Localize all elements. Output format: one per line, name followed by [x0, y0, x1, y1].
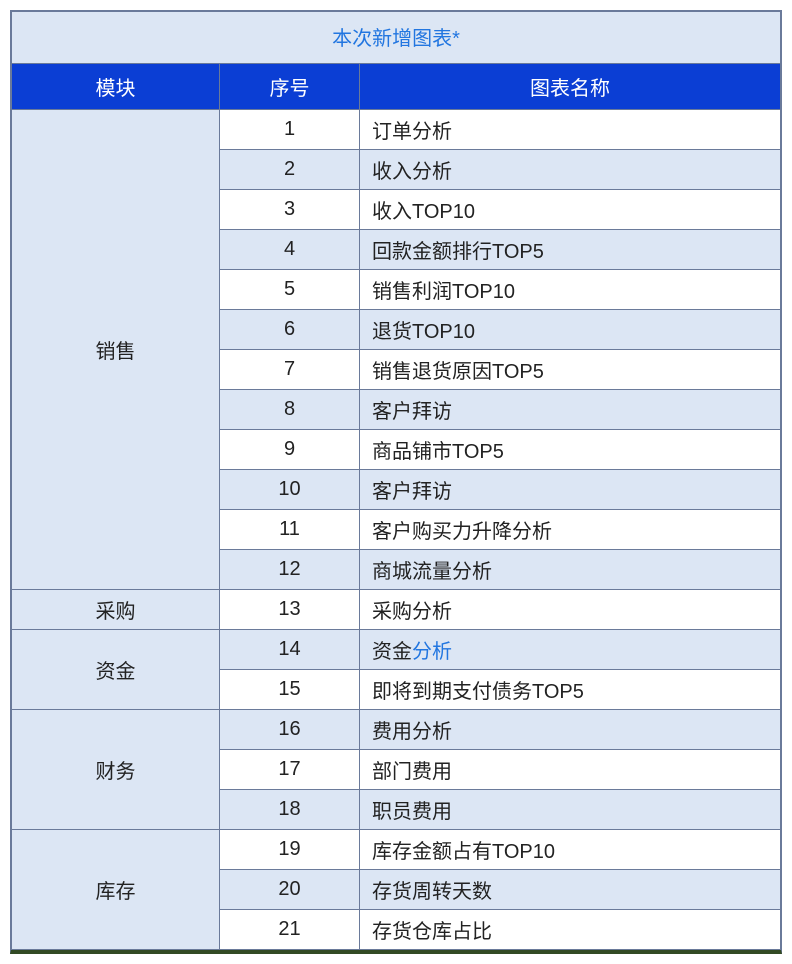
module-cell: 采购 — [12, 590, 220, 630]
seq-cell: 2 — [220, 150, 360, 190]
name-part: 资金 — [372, 641, 412, 663]
module-cell: 销售 — [12, 110, 220, 590]
seq-cell: 9 — [220, 430, 360, 470]
seq-cell: 21 — [220, 910, 360, 950]
name-cell: 客户拜访 — [360, 390, 781, 430]
name-cell: 订单分析 — [360, 110, 781, 150]
module-cell: 财务 — [12, 710, 220, 830]
table-row: 销售1订单分析 — [12, 110, 781, 150]
table: 本次新增图表* 模块 序号 图表名称 销售1订单分析2收入分析3收入TOP104… — [11, 11, 781, 950]
name-cell: 退货TOP10 — [360, 310, 781, 350]
chart-list-table: 本次新增图表* 模块 序号 图表名称 销售1订单分析2收入分析3收入TOP104… — [10, 10, 782, 954]
name-cell: 存货仓库占比 — [360, 910, 781, 950]
seq-cell: 14 — [220, 630, 360, 670]
table-title: 本次新增图表* — [12, 12, 781, 64]
seq-cell: 13 — [220, 590, 360, 630]
seq-cell: 19 — [220, 830, 360, 870]
name-cell: 存货周转天数 — [360, 870, 781, 910]
name-cell: 销售退货原因TOP5 — [360, 350, 781, 390]
name-cell: 客户购买力升降分析 — [360, 510, 781, 550]
name-cell: 采购分析 — [360, 590, 781, 630]
name-cell: 销售利润TOP10 — [360, 270, 781, 310]
name-cell: 部门费用 — [360, 750, 781, 790]
name-cell: 客户拜访 — [360, 470, 781, 510]
seq-cell: 20 — [220, 870, 360, 910]
table-title-row: 本次新增图表* — [12, 12, 781, 64]
name-part: 分析 — [412, 641, 452, 663]
table-row: 资金 14资金分析 — [12, 630, 781, 670]
module-cell: 资金 — [12, 630, 220, 710]
col-header-seq: 序号 — [220, 64, 360, 110]
seq-cell: 5 — [220, 270, 360, 310]
module-cell: 库存 — [12, 830, 220, 950]
seq-cell: 12 — [220, 550, 360, 590]
seq-cell: 11 — [220, 510, 360, 550]
name-cell: 库存金额占有TOP10 — [360, 830, 781, 870]
seq-cell: 15 — [220, 670, 360, 710]
table-header-row: 模块 序号 图表名称 — [12, 64, 781, 110]
name-cell: 商城流量分析 — [360, 550, 781, 590]
name-cell: 收入分析 — [360, 150, 781, 190]
table-row: 采购13采购分析 — [12, 590, 781, 630]
seq-cell: 10 — [220, 470, 360, 510]
name-cell: 资金分析 — [360, 630, 781, 670]
name-cell: 即将到期支付债务TOP5 — [360, 670, 781, 710]
seq-cell: 16 — [220, 710, 360, 750]
table-body: 销售1订单分析2收入分析3收入TOP104回款金额排行TOP55销售利润TOP1… — [12, 110, 781, 950]
seq-cell: 3 — [220, 190, 360, 230]
table-row: 库存19库存金额占有TOP10 — [12, 830, 781, 870]
seq-cell: 8 — [220, 390, 360, 430]
name-cell: 商品铺市TOP5 — [360, 430, 781, 470]
seq-cell: 7 — [220, 350, 360, 390]
name-cell: 费用分析 — [360, 710, 781, 750]
name-cell: 收入TOP10 — [360, 190, 781, 230]
seq-cell: 6 — [220, 310, 360, 350]
col-header-name: 图表名称 — [360, 64, 781, 110]
table-row: 财务16费用分析 — [12, 710, 781, 750]
name-cell: 回款金额排行TOP5 — [360, 230, 781, 270]
name-cell: 职员费用 — [360, 790, 781, 830]
seq-cell: 18 — [220, 790, 360, 830]
seq-cell: 1 — [220, 110, 360, 150]
col-header-module: 模块 — [12, 64, 220, 110]
seq-cell: 17 — [220, 750, 360, 790]
seq-cell: 4 — [220, 230, 360, 270]
